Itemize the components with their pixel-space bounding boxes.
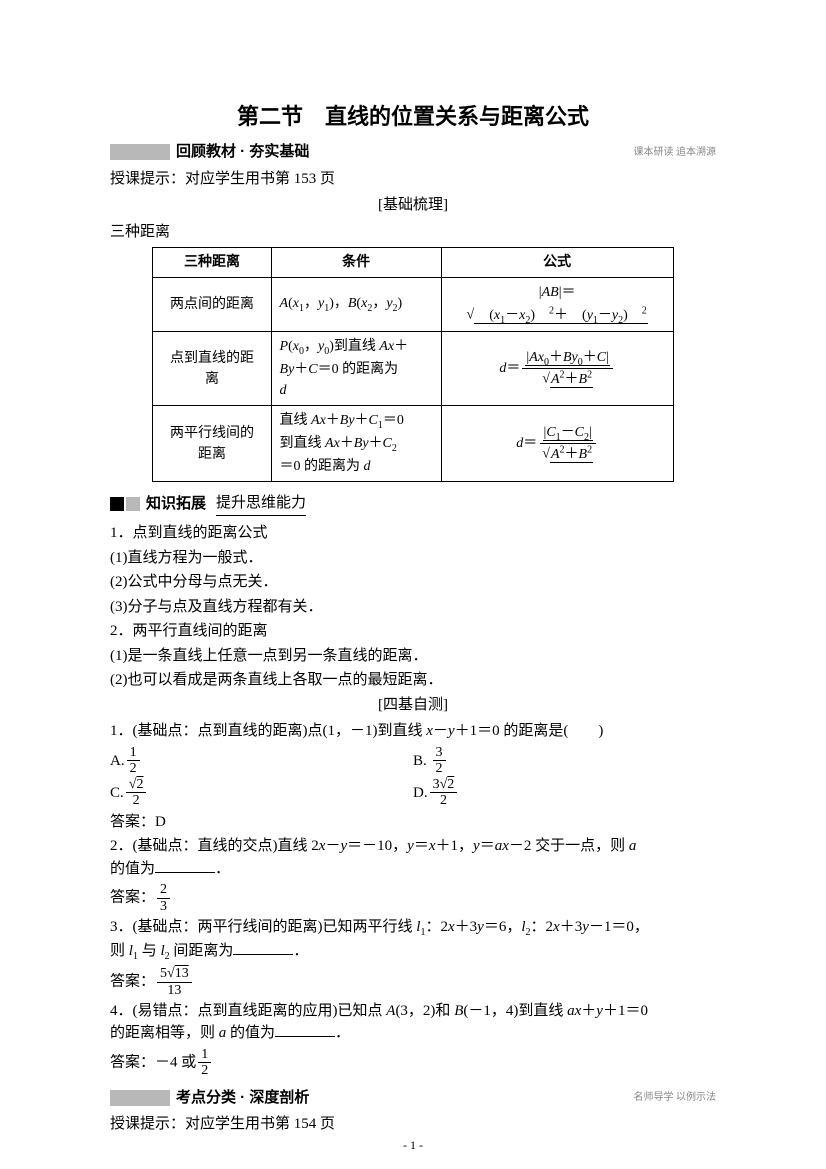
k1: 1．点到直线的距离公式: [110, 522, 716, 545]
a1: 答案：D: [110, 811, 716, 834]
knowledge-label: 知识拓展: [146, 493, 206, 516]
opt-b: B. 32: [413, 745, 716, 777]
q3: 3．(基础点：两平行线间的距离)已知两平行线 l1：2x＋3y＝6，l2：2x＋…: [110, 916, 716, 964]
row2-cond: P(x0，y0)到直线 Ax＋By＋C＝0 的距离为d: [271, 332, 441, 406]
opt-a: A.12: [110, 745, 413, 777]
teaching-hint-2: 授课提示：对应学生用书第 154 页: [110, 1113, 716, 1136]
row1-label: 两点间的距离: [153, 278, 271, 332]
selftest-label: [四基自测]: [110, 694, 716, 717]
row2-label: 点到直线的距离: [153, 332, 271, 406]
knowledge-sub: 提升思维能力: [216, 492, 306, 517]
section-review-header: 回顾教材 · 夯实基础 课本研读 追本溯源: [110, 141, 716, 164]
th-formula: 公式: [441, 248, 673, 278]
section-note: 课本研读 追本溯源: [634, 145, 717, 160]
a2: 答案：23: [110, 882, 716, 914]
basics-label: [基础梳理]: [110, 194, 716, 217]
knowledge-header: 知识拓展 提升思维能力: [110, 492, 716, 517]
q1-options: A.12 B. 32 C.√22 D.3√22: [110, 745, 716, 809]
page-number: - 1 -: [0, 1136, 826, 1154]
page-title: 第二节 直线的位置关系与距离公式: [110, 100, 716, 133]
teaching-hint-1: 授课提示：对应学生用书第 153 页: [110, 168, 716, 191]
subhead-three-distances: 三种距离: [110, 221, 716, 244]
k1-3: (3)分子与点及直线方程都有关．: [110, 596, 716, 619]
row3-cond: 直线 Ax＋By＋C1＝0到直线 Ax＋By＋C2＝0 的距离为 d: [271, 406, 441, 482]
black-square-icon: [110, 497, 124, 511]
th-type: 三种距离: [153, 248, 271, 278]
row1-cond: A(x1，y1)，B(x2，y2): [271, 278, 441, 332]
gray-bar-icon: [110, 144, 170, 160]
row3-formula: d＝ |C1－C2| √A2＋B2: [441, 406, 673, 482]
k1-1: (1)直线方程为一般式．: [110, 547, 716, 570]
th-condition: 条件: [271, 248, 441, 278]
section-note-2: 名师导学 以例示法: [634, 1090, 717, 1105]
section-label-2: 考点分类 · 深度剖析: [176, 1087, 309, 1110]
k2-1: (1)是一条直线上任意一点到另一条直线的距离．: [110, 645, 716, 668]
k2-2: (2)也可以看成是两条直线上各取一点的最短距离．: [110, 669, 716, 692]
row1-formula: |AB|＝ √ (x1－x2) 2＋ (y1－y2) 2: [441, 278, 673, 332]
k2: 2．两平行直线间的距离: [110, 620, 716, 643]
section-label: 回顾教材 · 夯实基础: [176, 141, 309, 164]
row3-label: 两平行线间的距离: [153, 406, 271, 482]
q4: 4．(易错点：点到直线距离的应用)已知点 A(3，2)和 B(－1，4)到直线 …: [110, 1000, 716, 1045]
distance-table: 三种距离 条件 公式 两点间的距离 A(x1，y1)，B(x2，y2) |AB|…: [152, 247, 673, 482]
section-analysis-header: 考点分类 · 深度剖析 名师导学 以例示法: [110, 1087, 716, 1110]
gray-square-icon: [126, 497, 140, 511]
q2: 2．(基础点：直线的交点)直线 2x－y＝－10，y＝x＋1，y＝ax－2 交于…: [110, 835, 716, 880]
gray-bar-icon-2: [110, 1090, 170, 1106]
a3: 答案：5√1313: [110, 966, 716, 998]
q1: 1．(基础点：点到直线的距离)点(1，－1)到直线 x－y＋1＝0 的距离是( …: [110, 720, 716, 743]
opt-d: D.3√22: [413, 777, 716, 809]
row2-formula: d＝ |Ax0＋By0＋C| √A2＋B2: [441, 332, 673, 406]
k1-2: (2)公式中分母与点无关．: [110, 571, 716, 594]
opt-c: C.√22: [110, 777, 413, 809]
a4: 答案：－4 或12: [110, 1047, 716, 1079]
